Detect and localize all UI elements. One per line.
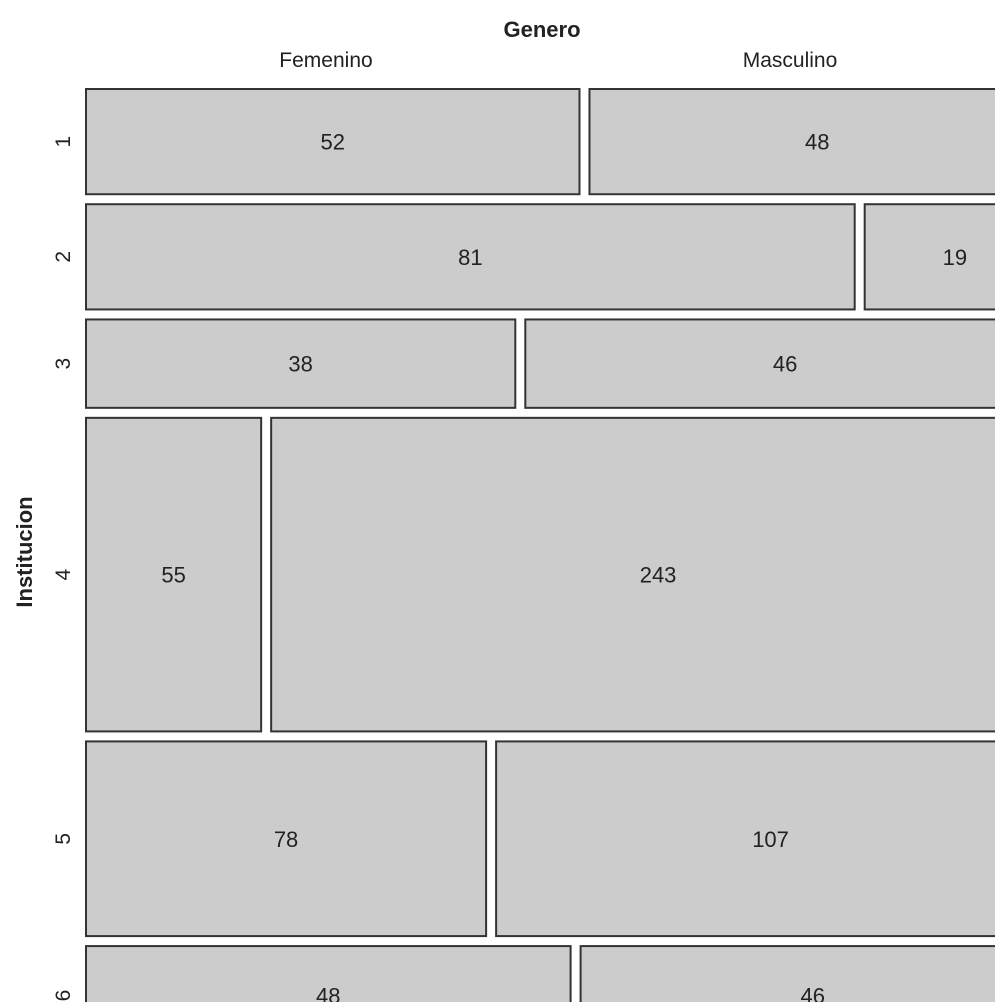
- count-label-3-femenino: 38: [288, 352, 312, 377]
- count-label-5-femenino: 78: [274, 827, 298, 852]
- mosaic-cell-5-femenino: [85, 740, 488, 938]
- count-label-3-masculino: 46: [773, 352, 797, 377]
- mosaic-cells: 52 48 81 19 38 46 55 243 78 107 48 46: [85, 88, 995, 1002]
- count-label-2-masculino: 19: [943, 245, 967, 270]
- column-label-masculino: Masculino: [743, 49, 838, 72]
- column-variable-label: Genero: [503, 17, 580, 42]
- count-label-6-femenino: 48: [316, 984, 340, 1002]
- row-label-6: 6: [52, 990, 75, 1002]
- count-label-4-femenino: 55: [161, 563, 185, 588]
- count-label-2-femenino: 81: [458, 245, 482, 270]
- row-label-2: 2: [52, 251, 75, 263]
- mosaic-cell-3-masculino: [524, 318, 995, 409]
- count-label-6-masculino: 46: [801, 984, 825, 1002]
- mosaic-cell-1-masculino: [588, 88, 995, 196]
- mosaic-cell-3-femenino: [85, 318, 517, 409]
- mosaic-cell-6-femenino: [85, 945, 572, 1002]
- row-label-4: 4: [52, 568, 75, 580]
- row-label-5: 5: [52, 833, 75, 845]
- mosaic-cell-6-masculino: [579, 945, 995, 1002]
- row-variable-label: Institucion: [12, 496, 37, 607]
- count-label-4-masculino: 243: [640, 563, 677, 588]
- mosaic-cell-2-masculino: [863, 203, 995, 311]
- row-label-1: 1: [52, 136, 75, 148]
- mosaic-cell-1-femenino: [85, 88, 581, 196]
- count-label-1-masculino: 48: [805, 130, 829, 155]
- count-label-5-masculino: 107: [752, 827, 789, 852]
- count-label-1-femenino: 52: [320, 130, 344, 155]
- row-label-3: 3: [52, 358, 75, 370]
- mosaic-cell-2-femenino: [85, 203, 856, 311]
- mosaic-cell-5-masculino: [495, 740, 995, 938]
- mosaic-cell-4-masculino: [270, 416, 995, 733]
- column-label-femenino: Femenino: [279, 49, 372, 72]
- mosaic-cell-4-femenino: [85, 416, 263, 733]
- row-labels: 1 2 3 4 5 6: [52, 136, 75, 1002]
